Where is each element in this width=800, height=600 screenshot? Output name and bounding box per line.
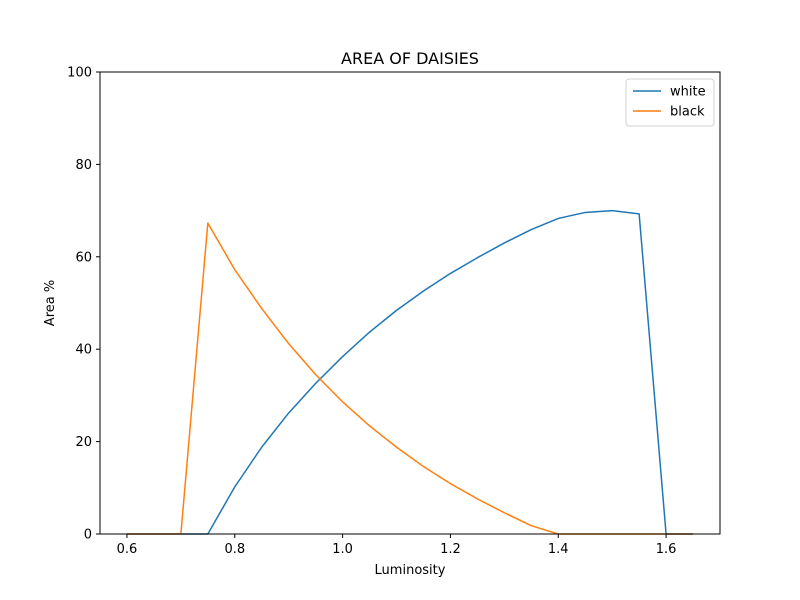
series-line-black — [126, 222, 694, 535]
y-tick-label: 40 — [75, 343, 92, 358]
y-tick-label: 20 — [75, 435, 92, 450]
x-tick-label: 0.6 — [117, 542, 138, 557]
y-tick-label: 100 — [67, 66, 92, 81]
y-tick-label: 0 — [84, 528, 92, 543]
x-axis: 0.6 0.8 1.0 1.2 1.4 1.6 — [117, 534, 677, 557]
legend-label-black: black — [670, 105, 705, 120]
series-layer — [126, 209, 694, 535]
y-axis-label: Area % — [43, 280, 58, 326]
chart-title: AREA OF DAISIES — [341, 49, 479, 68]
y-tick-label: 60 — [75, 250, 92, 265]
x-axis-label: Luminosity — [375, 563, 446, 578]
legend: white black — [625, 78, 715, 127]
legend-label-white: white — [670, 85, 706, 100]
x-tick-label: 1.2 — [440, 542, 461, 557]
x-tick-label: 1.0 — [332, 542, 353, 557]
series-line-white — [126, 209, 694, 535]
x-tick-label: 1.4 — [548, 542, 569, 557]
x-tick-label: 1.6 — [656, 542, 677, 557]
y-axis: 0 20 40 60 80 100 — [67, 66, 100, 543]
plot-frame — [99, 71, 721, 535]
x-tick-label: 0.8 — [224, 542, 245, 557]
y-tick-label: 80 — [75, 158, 92, 173]
